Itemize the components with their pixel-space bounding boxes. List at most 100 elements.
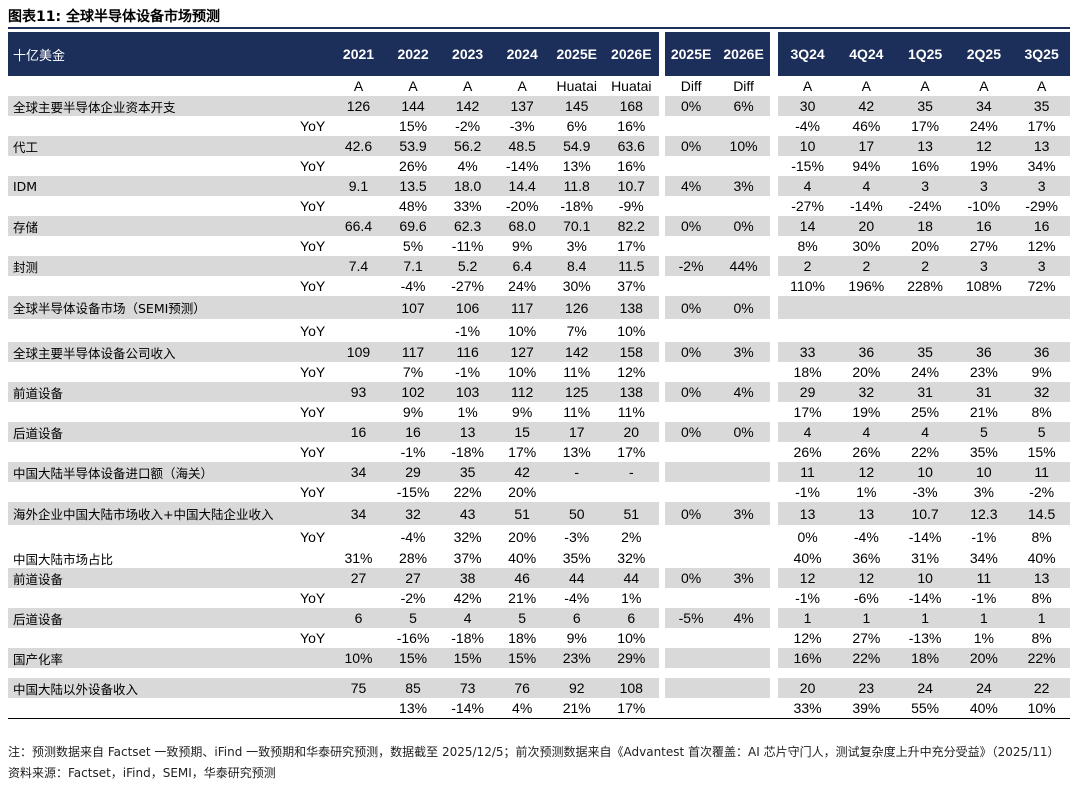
value-cell: 27 xyxy=(385,568,441,588)
value-cell: 4 xyxy=(440,608,495,628)
column-gap xyxy=(658,648,665,668)
row-label: 全球主要半导体企业资本开支 xyxy=(8,96,332,116)
value-cell: 2 xyxy=(836,256,896,276)
value-cell: -14% xyxy=(505,158,539,174)
value-cell: 54.9 xyxy=(549,136,605,156)
value-cell: -4% xyxy=(795,118,821,134)
value-cell xyxy=(717,462,770,482)
value-cell: 138 xyxy=(604,296,659,319)
forecast-table: 十亿美金 2021 2022 2023 2024 2025E 2026E 2025E 2026E… xyxy=(8,32,1070,719)
row-label: 封测 xyxy=(8,256,332,276)
column-gap xyxy=(658,32,665,76)
value-cell: 0% xyxy=(717,216,770,236)
value-cell: 72% xyxy=(1027,278,1056,294)
value-cell: 76 xyxy=(494,678,550,698)
value-cell: 9% xyxy=(566,630,587,646)
value-cell: 18% xyxy=(508,630,537,646)
yoy-label: YoY xyxy=(300,198,326,214)
column-gap xyxy=(658,176,665,196)
value-cell: 40% xyxy=(1027,550,1056,566)
yoy-label: YoY xyxy=(300,278,326,294)
value-cell: 24% xyxy=(969,118,998,134)
value-cell: 138 xyxy=(604,382,659,402)
value-cell: - xyxy=(604,462,659,482)
value-cell: -24% xyxy=(908,198,942,214)
value-cell xyxy=(665,482,717,502)
value-cell: 23% xyxy=(549,648,605,668)
yoy-row: YoY 48% 33% -20% -18% -9% -27% -14% -24% -10% -29% xyxy=(8,196,1070,216)
value-cell: 22% xyxy=(453,484,482,500)
yoy-row: YoY 15% -2% -3% 6% 16% -4% 46% 17% 24% 17% xyxy=(8,116,1070,136)
value-cell: 21% xyxy=(549,698,605,719)
value-cell: 33 xyxy=(778,342,837,362)
column-gap xyxy=(769,462,779,482)
row-label: 全球主要半导体设备公司收入 xyxy=(8,342,332,362)
value-cell: 40% xyxy=(793,550,822,566)
table-row: 海外企业中国大陆市场收入+中国大陆企业收入 34 32 43 51 50 51 0% 3% 13 1… xyxy=(8,502,1070,525)
value-cell: 22% xyxy=(1013,648,1070,668)
value-cell: 10 xyxy=(895,568,955,588)
column-header: 2023 xyxy=(440,32,495,76)
value-cell: -2% xyxy=(455,118,481,134)
value-cell: 7.1 xyxy=(385,256,441,276)
column-subheader: A xyxy=(802,78,813,94)
value-cell: 20 xyxy=(604,422,659,442)
value-cell: 43 xyxy=(440,502,495,525)
value-cell: 18.0 xyxy=(440,176,495,196)
column-header: 4Q24 xyxy=(836,32,896,76)
value-cell: 15 xyxy=(494,422,550,442)
table-row: 后道设备 16 16 13 15 17 20 0% 0% 4 4 4 5 5 xyxy=(8,422,1070,442)
value-cell: 31 xyxy=(895,382,955,402)
value-cell: 116 xyxy=(440,342,495,362)
value-cell: 0% xyxy=(664,96,718,116)
column-header: 2025E xyxy=(549,32,605,76)
column-gap xyxy=(658,462,665,482)
value-cell: 42% xyxy=(453,590,482,606)
value-cell: 158 xyxy=(604,342,659,362)
column-gap xyxy=(770,116,778,136)
value-cell xyxy=(717,116,769,136)
value-cell: 16% xyxy=(617,118,646,134)
value-cell xyxy=(549,482,604,502)
row-label: 中国大陆半导体设备进口额（海关） xyxy=(8,462,332,482)
value-cell: 55% xyxy=(895,698,955,719)
column-gap xyxy=(770,548,778,568)
value-cell: 2 xyxy=(895,256,955,276)
value-cell: 70.1 xyxy=(549,216,605,236)
value-cell: 33% xyxy=(453,198,482,214)
value-cell: 32% xyxy=(453,528,482,545)
value-cell: 36 xyxy=(836,342,896,362)
value-cell: 51 xyxy=(494,502,550,525)
value-cell: 30 xyxy=(778,96,837,116)
value-cell: -1% xyxy=(971,590,997,606)
value-cell: 10% xyxy=(717,136,770,156)
value-cell: 27% xyxy=(852,630,881,646)
value-cell: 3 xyxy=(954,256,1014,276)
value-cell: -1% xyxy=(795,590,821,606)
value-cell: 22 xyxy=(1013,678,1070,698)
value-cell: -4% xyxy=(564,590,590,606)
value-cell xyxy=(665,628,717,648)
spacer-row xyxy=(8,668,1070,678)
value-cell: 15% xyxy=(385,648,441,668)
value-cell: 10% xyxy=(331,648,386,668)
value-cell: 24 xyxy=(954,678,1014,698)
footnote: 注：预测数据来自 Factset 一致预期、iFind 一致预期和华泰研究预测，… xyxy=(8,745,1060,759)
column-subheader: Huatai xyxy=(556,78,597,94)
value-cell: 1 xyxy=(778,608,837,628)
value-cell xyxy=(717,678,770,698)
value-cell: 22% xyxy=(836,648,896,668)
value-cell: 36 xyxy=(954,342,1014,362)
value-cell: 50 xyxy=(549,502,605,525)
column-gap xyxy=(769,502,779,525)
value-cell: 0% xyxy=(664,136,718,156)
value-cell xyxy=(717,319,769,342)
column-header: 2026E xyxy=(717,32,770,76)
spacer-cell xyxy=(8,668,1070,678)
value-cell: 4% xyxy=(664,176,718,196)
column-gap xyxy=(658,422,665,442)
value-cell: 24% xyxy=(508,278,537,294)
value-cell: 17% xyxy=(617,238,646,254)
column-gap xyxy=(658,382,665,402)
value-cell: 12 xyxy=(836,462,896,482)
